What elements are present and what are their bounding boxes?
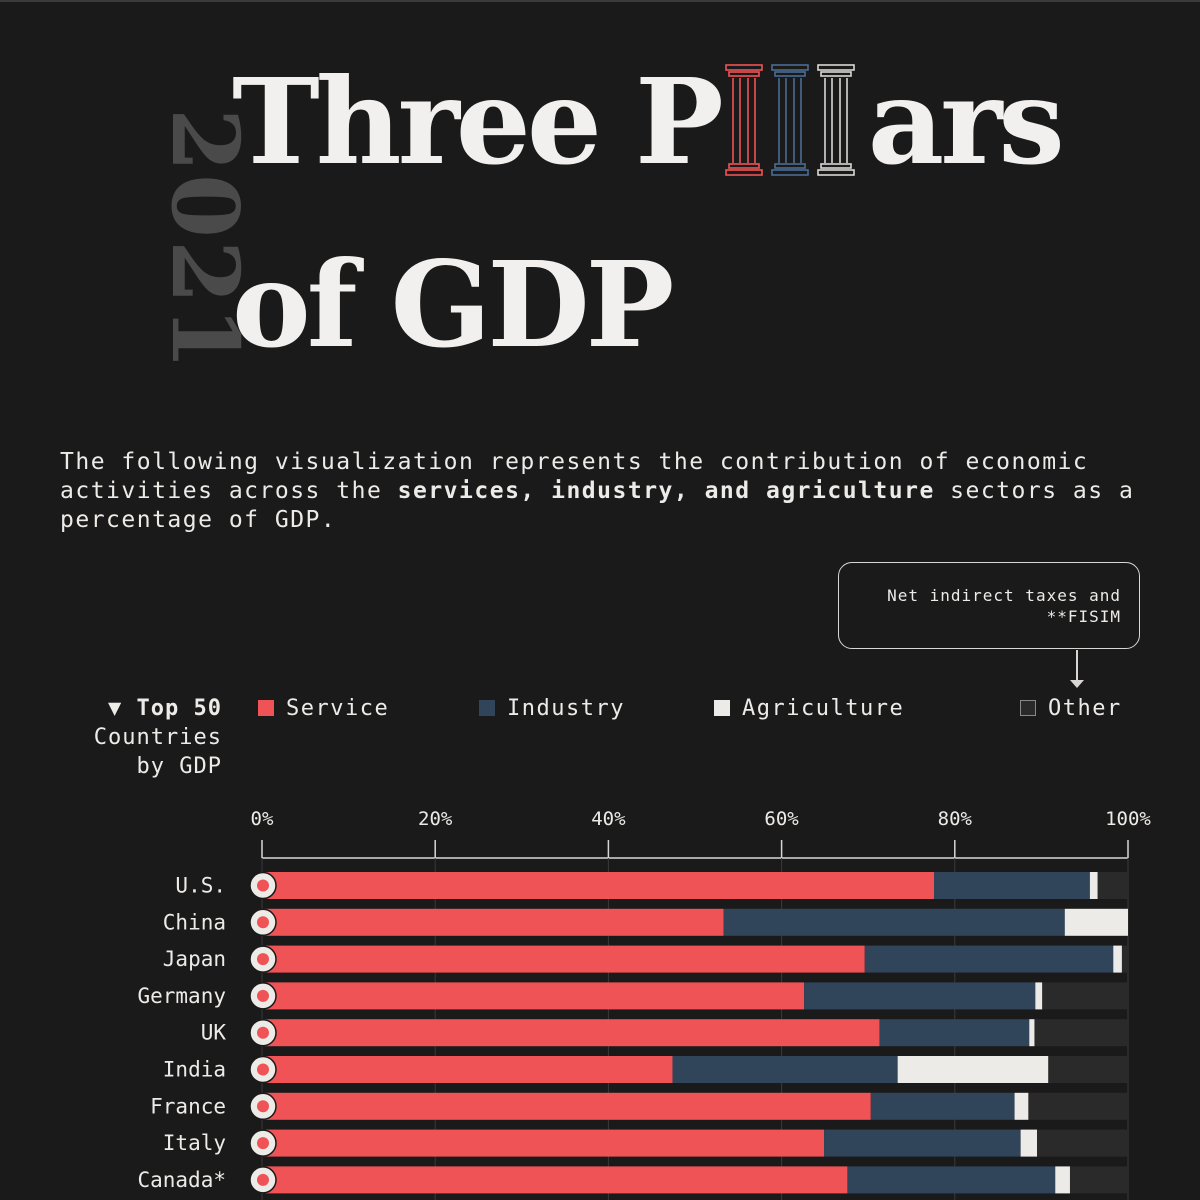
intro-part-2: sectors as a percentage of GDP. xyxy=(60,478,1135,533)
bar-other-2 xyxy=(1121,945,1128,973)
flag-icon-center-1 xyxy=(257,916,269,929)
flag-icon-center-7 xyxy=(257,1137,269,1150)
category-label-3: Germany xyxy=(137,984,226,1008)
intro-bold: services, industry, and agriculture xyxy=(397,478,935,504)
legend-label-agriculture: Agriculture xyxy=(742,695,905,721)
category-label-0: U.S. xyxy=(175,874,226,898)
bar-other-5 xyxy=(1048,1056,1128,1083)
bar-service-7 xyxy=(262,1129,825,1157)
pillars-icon xyxy=(724,64,864,176)
category-label-6: France xyxy=(150,1094,226,1118)
title-line-2: of GDP xyxy=(232,235,674,374)
bar-agriculture-1 xyxy=(1064,908,1128,936)
flag-icon-center-4 xyxy=(257,1026,269,1039)
sort-label[interactable]: ▼ Top 50 Countries by GDP xyxy=(40,694,222,781)
bar-service-6 xyxy=(262,1092,871,1120)
legend-label-industry: Industry xyxy=(507,695,625,721)
bar-service-8 xyxy=(262,1166,848,1194)
bar-industry-2 xyxy=(864,945,1114,973)
x-tick-label-0: 0% xyxy=(251,808,274,830)
sort-label-line-1: ▼ Top 50 xyxy=(108,696,222,721)
bar-service-1 xyxy=(262,908,724,936)
pillars-graphic xyxy=(724,64,855,176)
bar-industry-6 xyxy=(870,1092,1015,1120)
bar-agriculture-7 xyxy=(1020,1129,1038,1157)
callout-connector xyxy=(1076,650,1078,684)
bar-agriculture-8 xyxy=(1055,1166,1070,1194)
bar-service-4 xyxy=(262,1019,880,1047)
bar-other-7 xyxy=(1037,1129,1128,1157)
callout-line-2: **FISIM xyxy=(1046,607,1121,626)
category-label-5: India xyxy=(163,1058,226,1082)
legend-label-other: Other xyxy=(1048,695,1122,721)
category-label-8: Canada* xyxy=(137,1168,226,1192)
legend-service: Service xyxy=(258,694,389,722)
title-text-end: ars xyxy=(867,52,1065,191)
title-text-start: Three P xyxy=(232,52,724,191)
bar-agriculture-3 xyxy=(1035,982,1043,1010)
legend-swatch-agriculture xyxy=(714,700,730,716)
bar-service-3 xyxy=(262,982,805,1010)
bar-service-0 xyxy=(262,872,935,899)
bar-agriculture-2 xyxy=(1113,945,1122,973)
bar-other-4 xyxy=(1034,1019,1128,1047)
flag-icon-center-6 xyxy=(257,1100,269,1113)
bar-industry-8 xyxy=(847,1166,1056,1194)
sort-label-line-3: by GDP xyxy=(136,754,222,779)
title-line-1: Three P ars xyxy=(232,52,1065,192)
flag-icon-center-0 xyxy=(257,879,269,892)
legend-swatch-industry xyxy=(479,700,495,716)
bar-other-8 xyxy=(1069,1166,1128,1194)
flag-icon-center-5 xyxy=(257,1063,269,1076)
intro-part-1: The following visualization represents t… xyxy=(60,449,1089,504)
flag-icon-center-3 xyxy=(257,989,269,1002)
legend-swatch-other xyxy=(1020,700,1036,716)
category-label-2: Japan xyxy=(163,947,226,971)
x-tick-label-40: 40% xyxy=(591,808,626,830)
legend-agriculture: Agriculture xyxy=(714,694,904,722)
x-tick-label-20: 20% xyxy=(418,808,453,830)
legend-industry: Industry xyxy=(479,694,625,722)
stacked-bar-chart: 0% 20% 40% 60% 80% 100% U.S. China Japan Germany U… xyxy=(137,808,1151,1200)
x-tick-label-80: 80% xyxy=(938,808,973,830)
flag-icon-center-8 xyxy=(257,1173,269,1186)
x-tick-label-100: 100% xyxy=(1105,808,1151,830)
bar-service-5 xyxy=(262,1056,673,1083)
bar-service-2 xyxy=(262,945,865,973)
top-border xyxy=(0,0,1200,2)
bar-agriculture-5 xyxy=(897,1056,1049,1083)
bar-industry-4 xyxy=(879,1019,1030,1047)
callout-box: Net indirect taxes and **FISIM xyxy=(838,562,1140,649)
bar-agriculture-0 xyxy=(1089,872,1098,899)
legend-label-service: Service xyxy=(286,695,390,721)
legend-other: Other xyxy=(1020,694,1122,722)
legend-swatch-service xyxy=(258,700,274,716)
bar-industry-1 xyxy=(723,908,1065,936)
category-label-1: China xyxy=(163,910,226,934)
bar-agriculture-6 xyxy=(1014,1092,1029,1120)
bar-other-3 xyxy=(1042,982,1128,1010)
intro-text: The following visualization represents t… xyxy=(60,448,1140,535)
bar-industry-7 xyxy=(824,1129,1021,1157)
bar-industry-3 xyxy=(804,982,1036,1010)
bar-agriculture-4 xyxy=(1029,1019,1035,1047)
bar-industry-5 xyxy=(672,1056,898,1083)
bar-industry-0 xyxy=(934,872,1090,899)
sort-label-line-2: Countries xyxy=(93,725,222,750)
x-tick-label-60: 60% xyxy=(764,808,799,830)
bar-other-0 xyxy=(1097,872,1128,899)
category-label-7: Italy xyxy=(163,1131,226,1155)
callout-line-1: Net indirect taxes and xyxy=(887,586,1121,605)
flag-icon-center-2 xyxy=(257,953,269,966)
category-label-4: UK xyxy=(201,1021,227,1045)
bar-other-6 xyxy=(1028,1092,1128,1120)
arrow-down-icon xyxy=(1070,680,1084,688)
